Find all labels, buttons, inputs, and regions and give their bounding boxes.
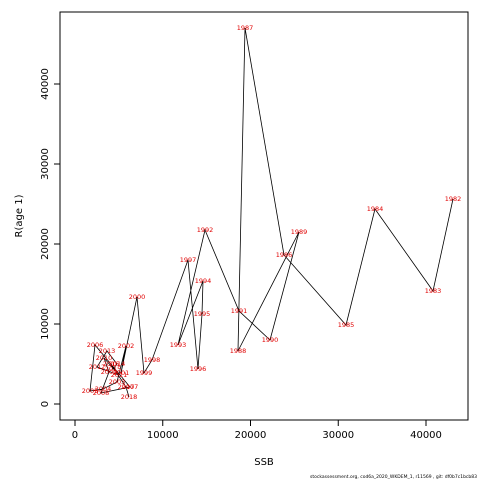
point-label: 2013 [99, 347, 116, 355]
point-label: 1996 [190, 365, 207, 373]
point-label: 1993 [170, 341, 187, 349]
x-axis-label: SSB [254, 457, 274, 468]
point-label: 1994 [195, 277, 212, 285]
y-tick-label: 20000 [40, 228, 51, 260]
point-label: 2018 [121, 393, 138, 401]
x-tick-label: 40000 [410, 430, 442, 441]
point-label: 1998 [144, 356, 161, 364]
plot-frame [59, 11, 469, 421]
x-tick-label: 10000 [147, 430, 179, 441]
y-tick-label: 40000 [40, 68, 51, 100]
point-label: 2012 [89, 363, 106, 371]
x-tick-label: 0 [72, 430, 78, 441]
point-label: 2000 [129, 293, 146, 301]
point-label: 1992 [197, 226, 214, 234]
point-label: 1985 [338, 321, 355, 329]
y-tick-label: 30000 [40, 148, 51, 180]
point-label: 2015 [105, 365, 122, 373]
y-tick-label: 0 [40, 401, 51, 407]
point-label: 1986 [276, 251, 293, 259]
point-label: 2001 [113, 369, 130, 377]
point-label: 2005 [82, 387, 99, 395]
point-label: 1982 [445, 195, 462, 203]
x-tick-label: 20000 [235, 430, 267, 441]
point-label: 2009 [101, 368, 118, 376]
y-tick-label: 10000 [40, 308, 51, 340]
x-tick-label: 30000 [322, 430, 354, 441]
footnote: stockassessment.org, cod6a_2020_WKDEM_1,… [310, 474, 477, 480]
point-label: 2007 [122, 383, 139, 391]
point-label: 2014 [109, 360, 126, 368]
point-label: 2004 [95, 385, 112, 393]
point-label: 1999 [136, 369, 153, 377]
point-label: 2006 [87, 341, 104, 349]
point-label: 1991 [231, 307, 248, 315]
point-label: 1989 [291, 228, 308, 236]
point-label: 2003 [109, 378, 126, 386]
point-label: 2008 [93, 389, 110, 397]
point-label: 2002 [118, 342, 135, 350]
point-label: 2016 [103, 360, 120, 368]
point-label: 1983 [425, 287, 442, 295]
point-label: 1995 [194, 310, 211, 318]
point-label: 2017 [118, 383, 135, 391]
point-label: 1987 [237, 24, 254, 32]
point-label: 1984 [367, 205, 384, 213]
point-label: 2010 [96, 354, 113, 362]
point-label: 1988 [230, 347, 247, 355]
point-label: 2011 [111, 371, 128, 379]
point-label: 1997 [180, 256, 197, 264]
line [89, 27, 454, 398]
point-label: 1990 [262, 336, 279, 344]
y-axis-label: R(age 1) [14, 194, 25, 237]
